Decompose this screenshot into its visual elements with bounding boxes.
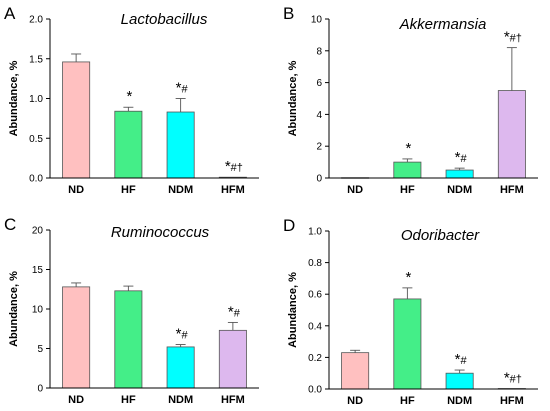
panel-b-bar-ndm	[445, 169, 474, 179]
panel-c-title: Ruminococcus	[111, 224, 210, 241]
panel-a-xtick-hfm: HFM	[221, 184, 245, 196]
panel-a-ytick-label-0: 0.0	[29, 174, 43, 185]
panel-d-ytick-label-3: 0.6	[308, 290, 322, 301]
panel-a-title: Lactobacillus	[121, 11, 208, 28]
panel-a-bar-ndm	[166, 111, 195, 179]
panel-d-ytick-label-4: 0.8	[308, 258, 322, 269]
panel-b-xtick-hfm: HFM	[500, 184, 524, 196]
panel-a-annotation-hf: *	[126, 88, 132, 105]
panel-b-bar-hfm	[497, 90, 526, 179]
panel-d-xtick-nd: ND	[347, 395, 363, 407]
panel-c-xtick-nd: ND	[68, 394, 84, 406]
panel-c-ytick-label-0: 0	[37, 384, 43, 395]
panel-c-annotation-hfm: *#	[228, 303, 241, 320]
panel-c-annotation-ndm: *#	[176, 326, 189, 343]
panel-d-bar-nd	[341, 352, 370, 390]
panel-b-annotation-ndm: *#	[455, 149, 468, 166]
panel-a-ytick-label-2: 1.0	[29, 94, 43, 105]
panel-a-ytick-label-3: 1.5	[29, 54, 43, 65]
panel-b-ytick-label-1: 2	[316, 142, 322, 153]
panel-a-ylabel: Abundance, %	[8, 60, 20, 136]
panel-d-title: Odoribacter	[401, 227, 480, 244]
panel-b-ytick-label-5: 10	[311, 15, 323, 26]
panel-d-annotation-ndm: *#	[455, 351, 468, 368]
panel-b-xtick-ndm: NDM	[447, 184, 472, 196]
panel-c-bar-hf	[114, 290, 143, 389]
panel-b-ytick-label-3: 6	[316, 78, 322, 89]
panel-a-bar-nd	[62, 61, 91, 179]
panel-b-letter: B	[283, 4, 294, 23]
panel-d: D Odoribacter Abundance, % ND HF * NDM *# HFM *#†…	[283, 216, 538, 407]
panel-b-ylabel: Abundance, %	[287, 60, 299, 136]
panel-d-xtick-hf: HF	[400, 395, 415, 407]
panel-a-ytick-label-1: 0.5	[29, 134, 43, 145]
panel-d-ytick-label-1: 0.2	[308, 353, 322, 364]
panel-d-ylabel: Abundance, %	[287, 272, 299, 348]
panel-b-ytick-label-0: 0	[316, 174, 322, 185]
panel-a: A Lactobacillus Abundance, % ND HF * NDM *# HFM *…	[4, 4, 259, 196]
panel-c-bar-hfm	[218, 329, 247, 389]
panel-c-ytick-label-1: 5	[37, 344, 43, 355]
panel-b-title: Akkermansia	[399, 16, 487, 33]
panel-b-ytick-label-2: 4	[316, 110, 322, 121]
panel-b-xtick-nd: ND	[347, 184, 363, 196]
panel-c-ytick-label-3: 15	[32, 265, 44, 276]
panel-d-ytick-label-2: 0.4	[308, 321, 322, 332]
panel-a-xtick-ndm: NDM	[168, 184, 193, 196]
panel-c: C Ruminococcus Abundance, % ND HF NDM *# HFM *# 0…	[4, 215, 259, 406]
panel-c-xtick-ndm: NDM	[168, 394, 193, 406]
panel-d-annotation-hf: *	[405, 269, 411, 286]
panel-d-bar-hf	[393, 298, 422, 390]
panel-a-xtick-nd: ND	[68, 184, 84, 196]
panel-b-annotation-hf: *	[405, 140, 411, 157]
panel-c-bar-nd	[62, 286, 91, 389]
panel-c-xtick-hf: HF	[121, 394, 136, 406]
panel-b-bar-hf	[393, 161, 422, 179]
panel-d-letter: D	[283, 216, 295, 235]
panel-d-xtick-ndm: NDM	[447, 395, 472, 407]
panel-c-ytick-label-4: 20	[32, 226, 44, 237]
panel-c-letter: C	[4, 215, 16, 234]
panel-a-bar-hf	[114, 110, 143, 179]
panel-d-bar-ndm	[445, 372, 474, 390]
panel-b-annotation-hfm: *#†	[504, 29, 522, 46]
panel-d-ytick-label-0: 0.0	[308, 385, 322, 396]
panel-a-ytick-label-4: 2.0	[29, 15, 43, 26]
panel-d-xtick-hfm: HFM	[500, 395, 524, 407]
panel-a-annotation-hfm: *#†	[225, 158, 243, 175]
panel-a-letter: A	[4, 4, 16, 23]
panel-b-ytick-label-4: 8	[316, 46, 322, 57]
panel-a-annotation-ndm: *#	[176, 80, 189, 97]
panel-a-xtick-hf: HF	[121, 184, 136, 196]
panel-c-ytick-label-2: 10	[32, 305, 44, 316]
panel-d-ytick-label-5: 1.0	[308, 227, 322, 238]
panel-c-bar-ndm	[166, 346, 195, 389]
panel-b: B Akkermansia Abundance, % ND HF * NDM *# HFM *#†…	[283, 4, 538, 196]
panel-c-xtick-hfm: HFM	[221, 394, 245, 406]
panel-b-xtick-hf: HF	[400, 184, 415, 196]
panel-d-annotation-hfm: *#†	[504, 370, 522, 387]
panel-c-ylabel: Abundance, %	[8, 271, 20, 347]
